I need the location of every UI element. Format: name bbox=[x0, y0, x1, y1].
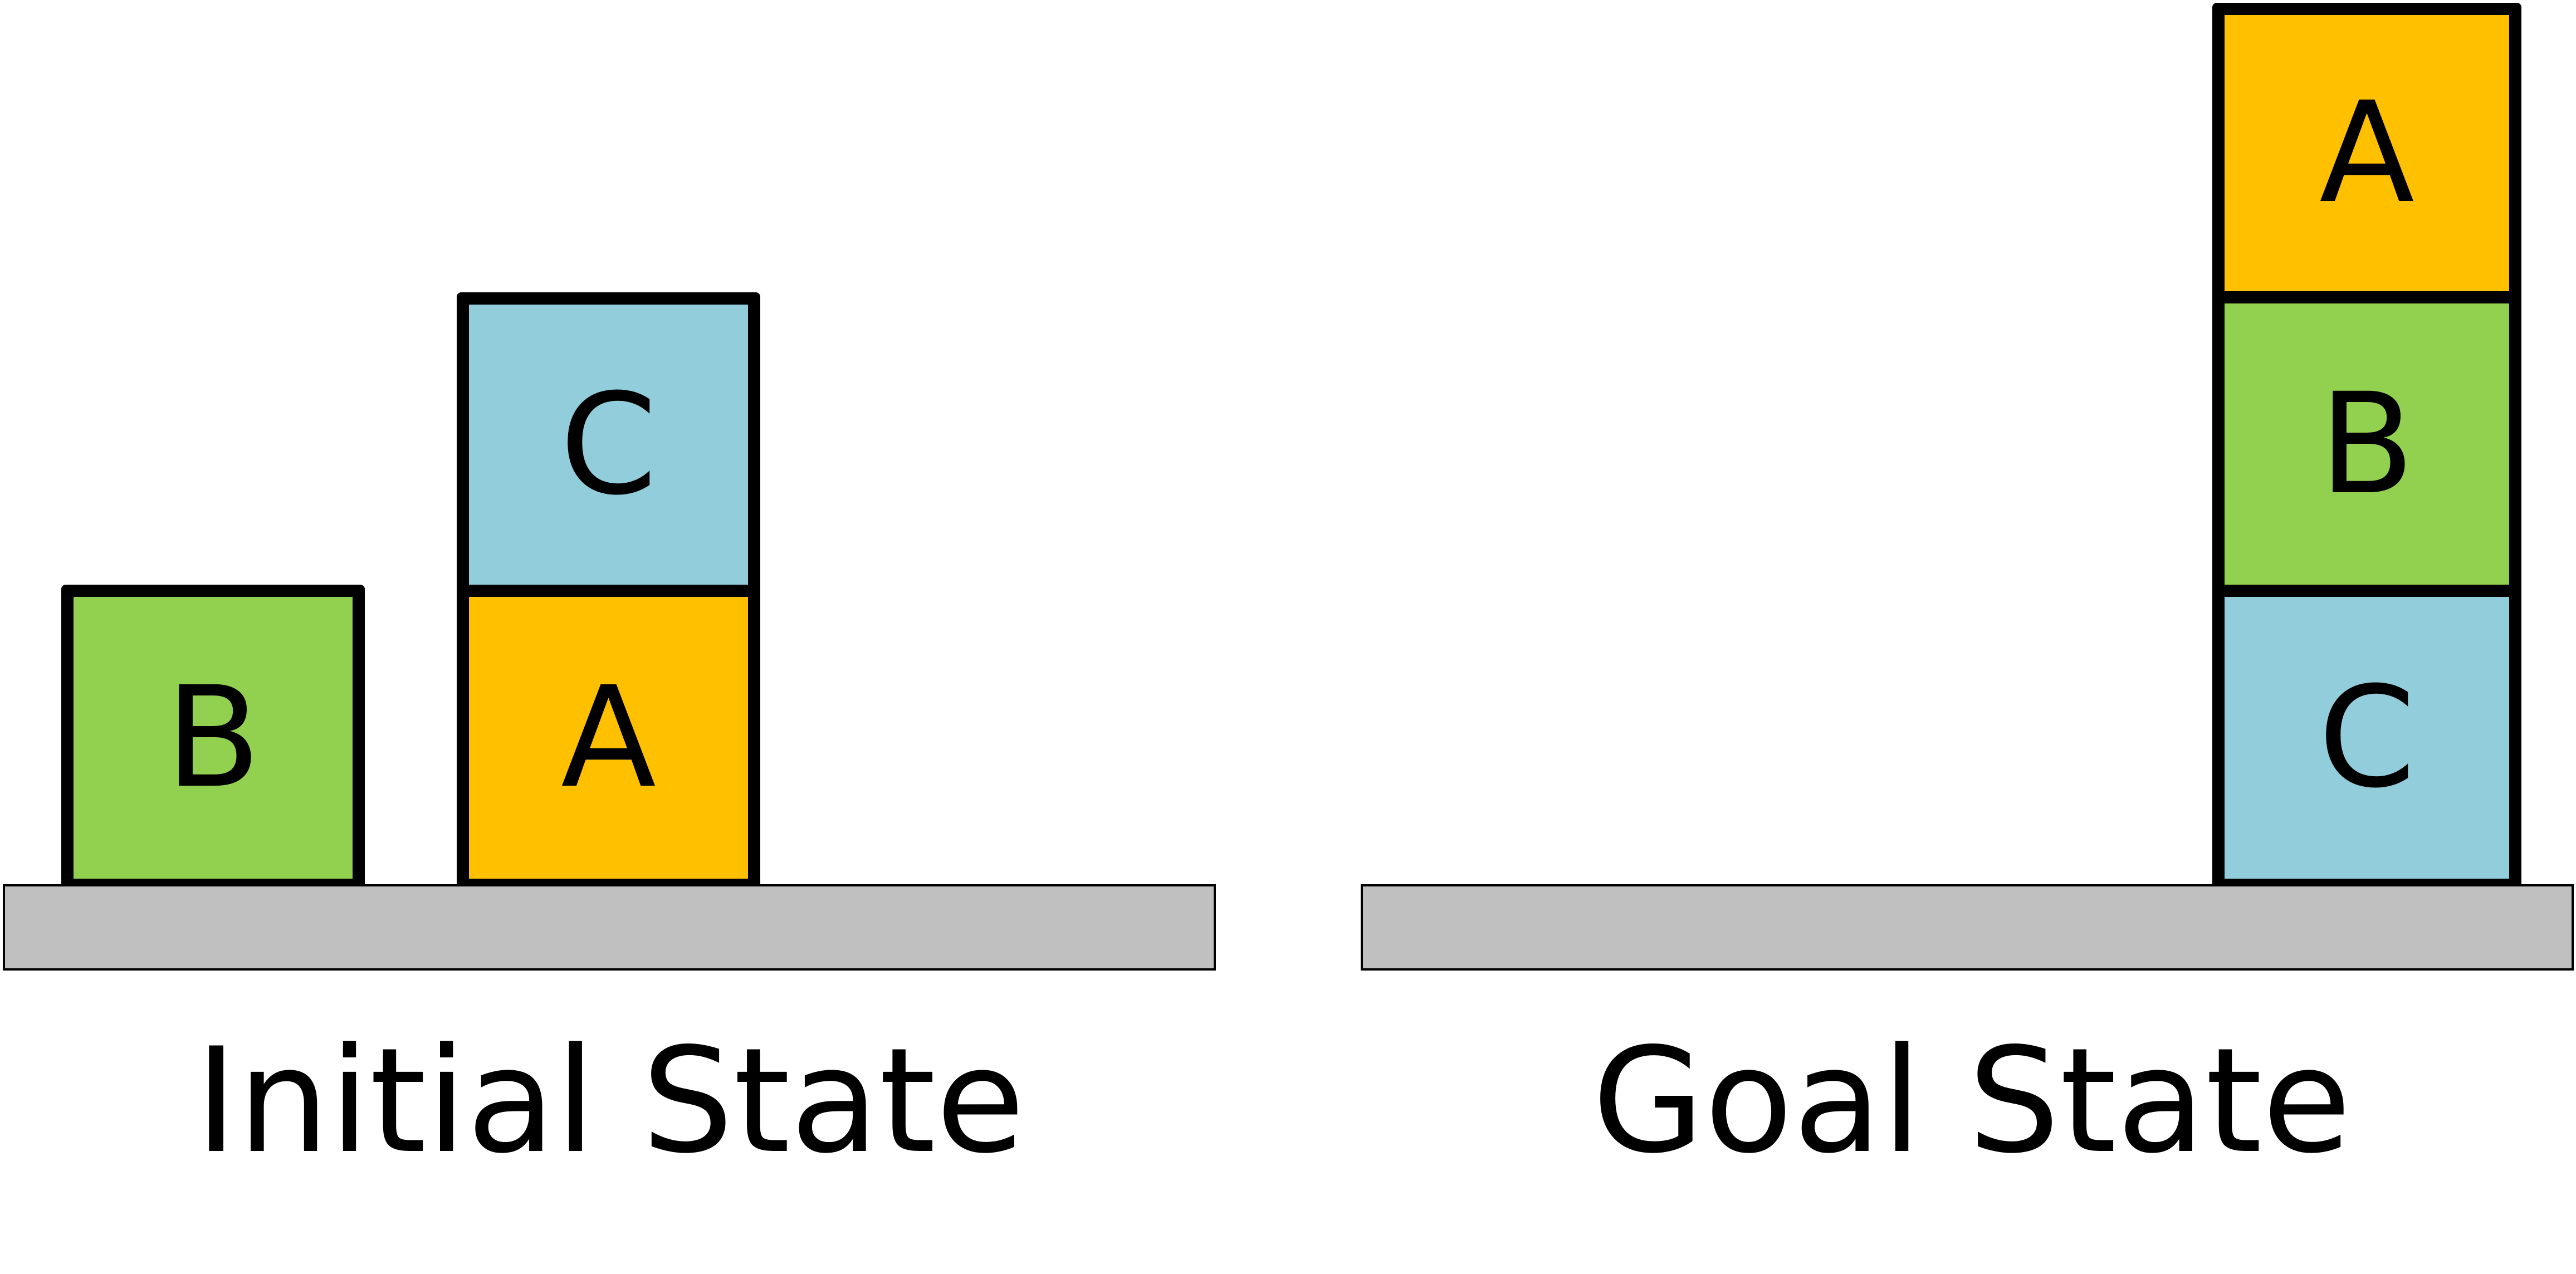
goal-block-b-label: B bbox=[2319, 362, 2415, 525]
goal-block-b: B bbox=[2212, 291, 2521, 597]
goal-block-c-label: C bbox=[2318, 656, 2416, 819]
initial-block-b: B bbox=[61, 585, 365, 891]
initial-block-a: A bbox=[457, 585, 760, 891]
goal-state-label: Goal State bbox=[1592, 1017, 2352, 1185]
initial-table bbox=[3, 884, 1216, 971]
initial-block-a-label: A bbox=[560, 656, 657, 819]
goal-block-c: C bbox=[2212, 585, 2521, 891]
initial-block-b-label: B bbox=[165, 656, 261, 819]
initial-block-c-label: C bbox=[560, 363, 657, 526]
initial-state-label: Initial State bbox=[194, 1017, 1025, 1185]
goal-table bbox=[1361, 884, 2574, 971]
initial-block-c: C bbox=[457, 292, 760, 597]
goal-block-a-label: A bbox=[2319, 72, 2415, 234]
initial-state-panel: B A C Initial State bbox=[0, 0, 1287, 1274]
goal-state-panel: C B A Goal State bbox=[1287, 0, 2576, 1274]
goal-block-a: A bbox=[2212, 3, 2521, 303]
